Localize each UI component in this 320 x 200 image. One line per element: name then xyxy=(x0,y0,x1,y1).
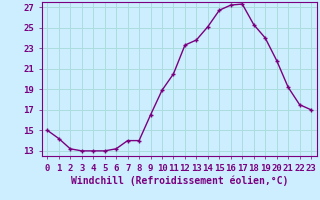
X-axis label: Windchill (Refroidissement éolien,°C): Windchill (Refroidissement éolien,°C) xyxy=(70,175,288,186)
